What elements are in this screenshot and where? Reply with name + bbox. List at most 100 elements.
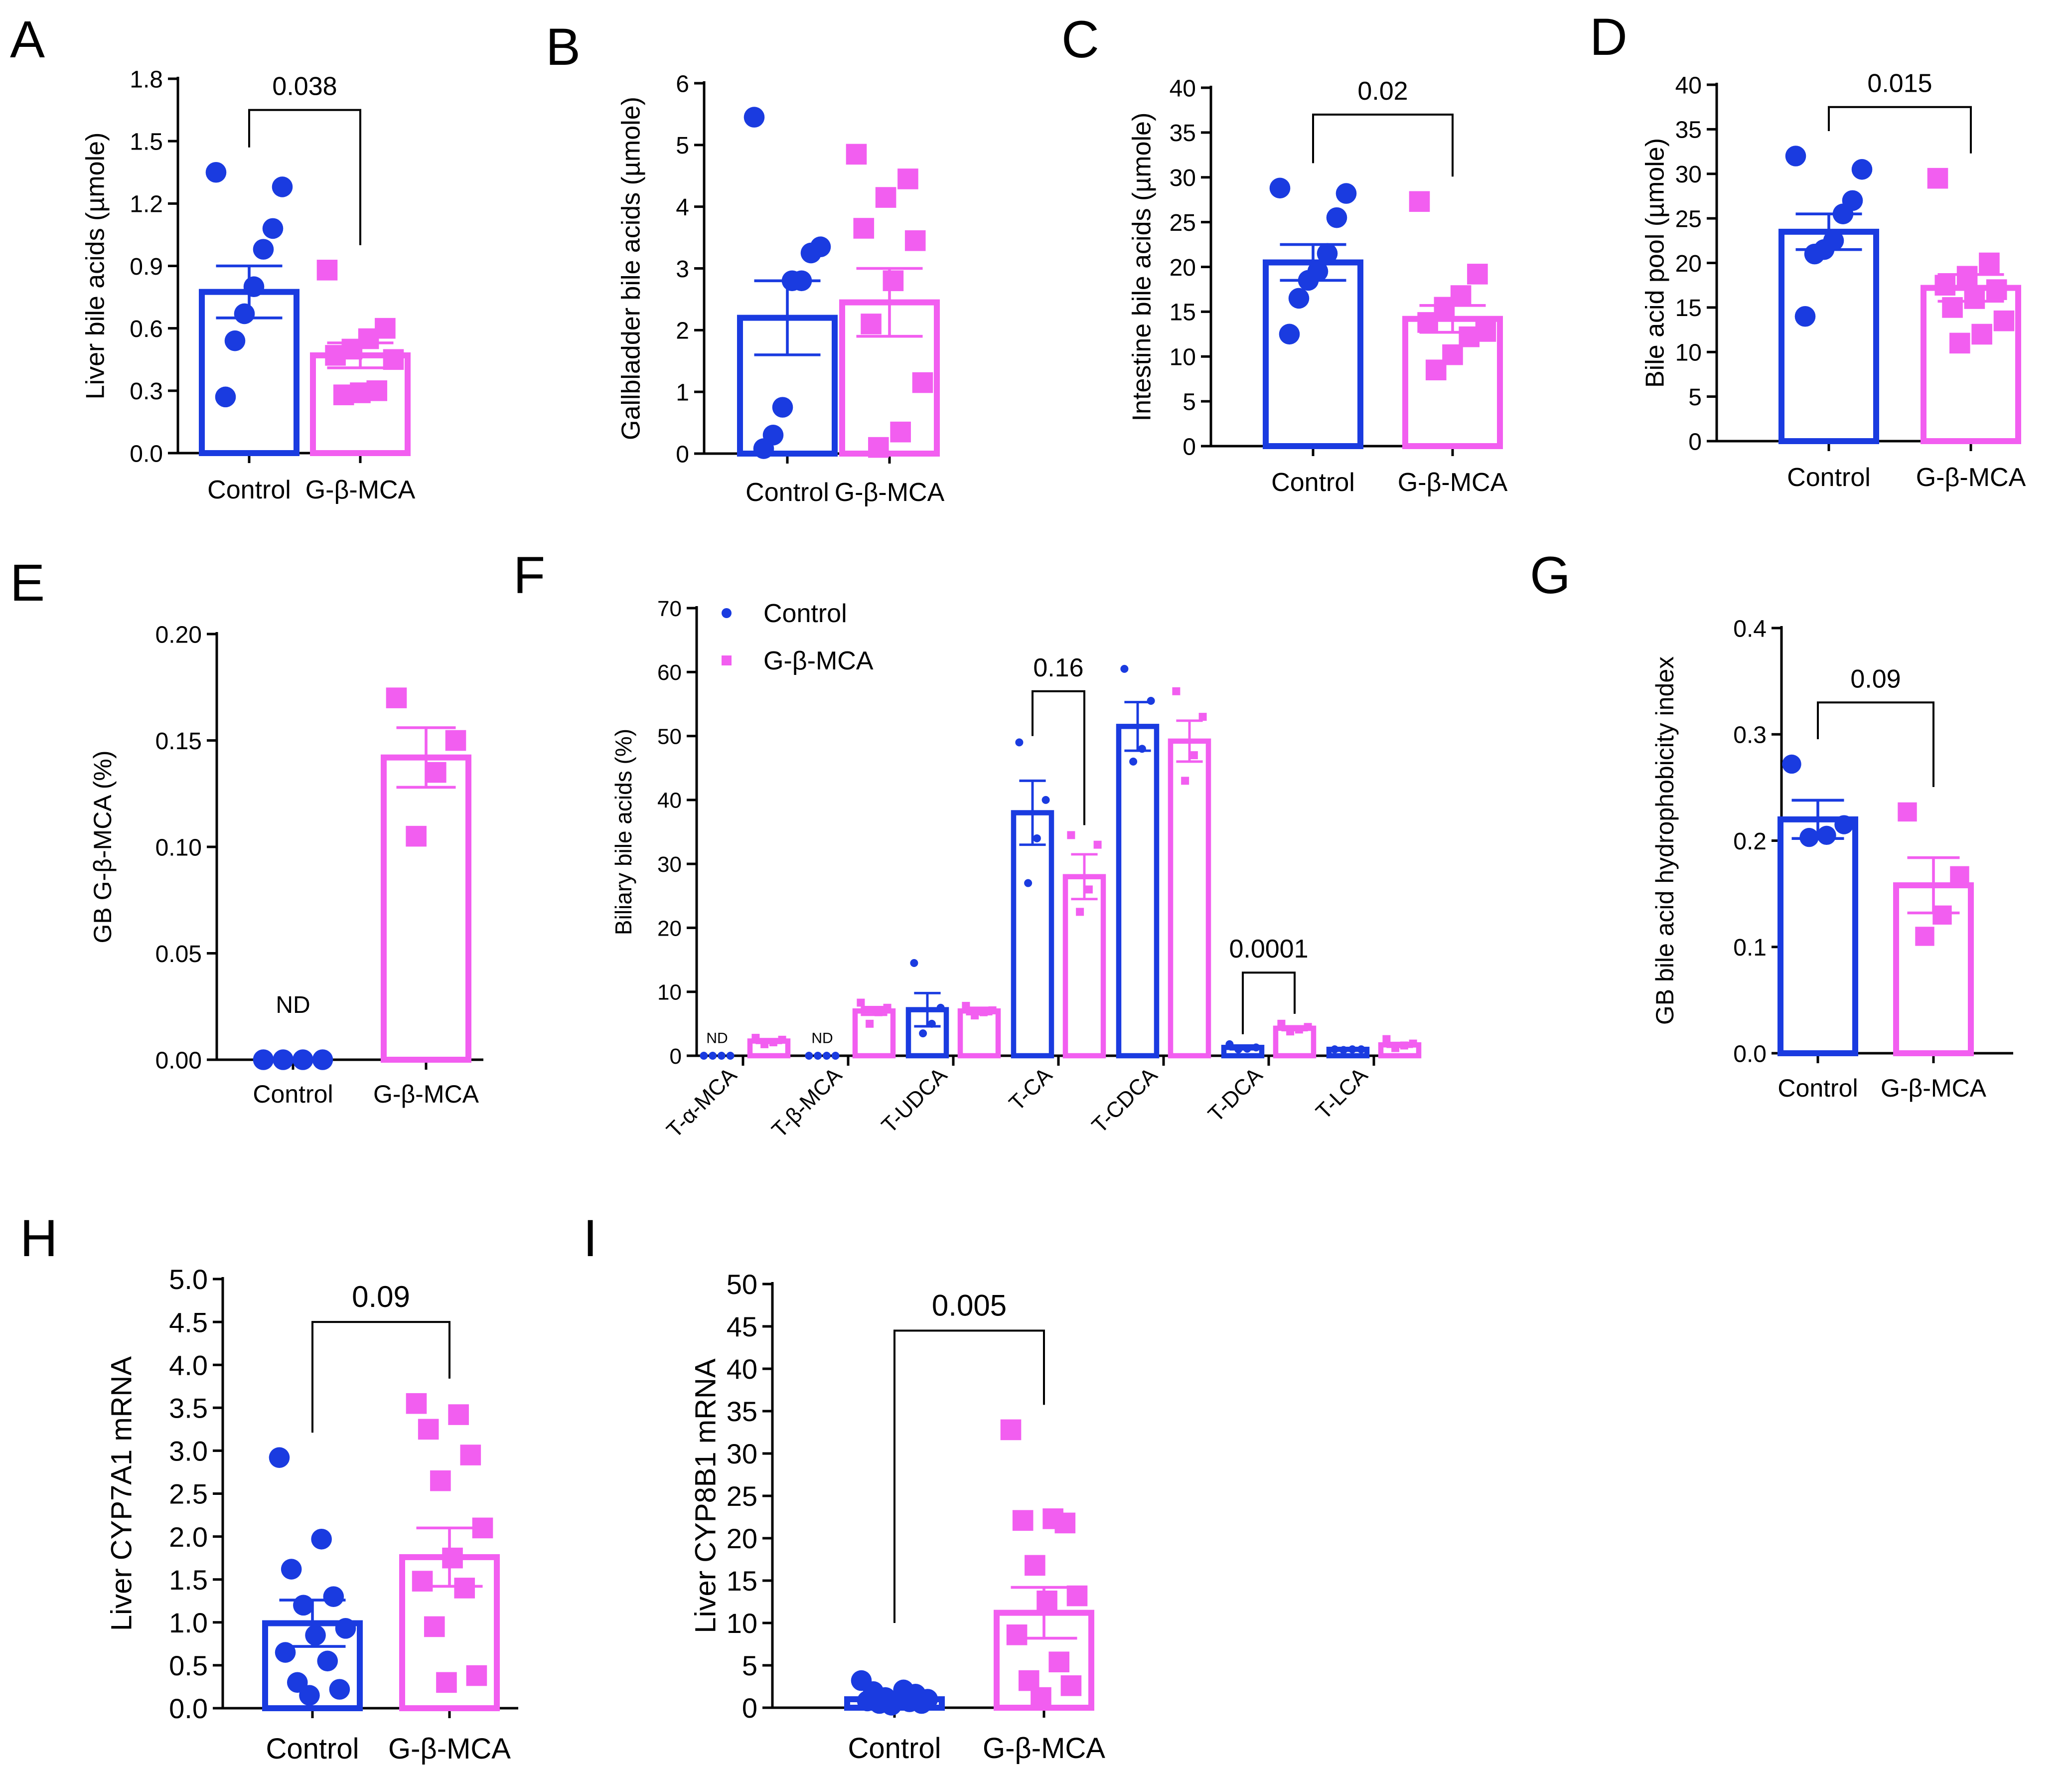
data-group: [1777, 754, 1858, 1056]
data-point: [861, 314, 882, 334]
bracket-line: [311, 1321, 450, 1433]
data-point: [1417, 312, 1438, 333]
data-point: [814, 1052, 822, 1060]
data-point: [1964, 288, 1985, 309]
data-point: [911, 1693, 932, 1714]
data-point: [325, 345, 346, 366]
legend: Control G-β-MCA: [722, 599, 874, 675]
data-point: [1025, 1555, 1045, 1576]
significance-bracket: 0.02: [1312, 77, 1454, 177]
y-tick-label: 3.0: [169, 1436, 208, 1467]
y-tick-label: 35: [1170, 120, 1196, 147]
data-point: [1804, 243, 1825, 265]
data-point: [1024, 879, 1033, 887]
y-axis-label: Liver CYP7A1 mRNA: [105, 1356, 138, 1631]
y-tick-label: 0.20: [155, 622, 202, 648]
y-tick-label: 1.2: [130, 191, 163, 218]
data-group: [399, 1393, 500, 1711]
data-point: [1015, 738, 1024, 747]
data-point: [1391, 1044, 1400, 1052]
data-point: [1382, 1035, 1391, 1043]
y-tick-label: 20: [727, 1523, 757, 1554]
data-point: [868, 437, 889, 458]
data-point: [700, 1052, 708, 1060]
panel-a: A 0.0 0.3 0.6 0.9 1.2 1.5 1.8 Liver bile acids (…: [10, 10, 416, 504]
legend-marker: [722, 608, 732, 618]
data-point: [293, 1049, 313, 1070]
data-point: [962, 1001, 970, 1010]
data-point: [448, 1404, 469, 1425]
y-tick-label: 0.10: [155, 834, 202, 861]
panel-f: F 0 10 20 30 40 50 60 70 Biliary bile acids (%) T-…: [513, 546, 1422, 1142]
bar: [1168, 738, 1211, 1059]
y-tick-label: 15: [1675, 295, 1702, 322]
bracket-line: [893, 1329, 1045, 1623]
x-tick-label: G-β-MCA: [983, 1732, 1105, 1765]
data-group: [994, 1419, 1094, 1711]
data-group: [852, 998, 896, 1059]
data-point: [875, 187, 896, 208]
data-point: [1000, 1419, 1022, 1441]
x-tick-label: T-β-MCA: [767, 1063, 847, 1142]
data-point: [1979, 252, 2000, 274]
data-point: [1357, 1045, 1365, 1054]
data-point: [1189, 751, 1198, 760]
panel-letter: A: [10, 10, 45, 69]
data-point: [1817, 825, 1836, 845]
y-tick-label: 10: [727, 1608, 757, 1639]
data-point: [979, 1008, 988, 1016]
y-tick-label: 2: [676, 318, 689, 344]
data-point: [312, 1049, 333, 1070]
data-point: [831, 1052, 840, 1060]
x-tick-label: G-β-MCA: [1881, 1074, 1987, 1102]
data-point: [1012, 1510, 1034, 1531]
data-point: [215, 386, 236, 408]
data-point: [1956, 266, 1978, 287]
data-group: [1402, 191, 1503, 449]
data-group: [253, 1049, 333, 1070]
panel-letter: C: [1061, 10, 1099, 69]
x-tick-label: T-CA: [1005, 1063, 1057, 1116]
data-point: [243, 276, 265, 298]
bracket-line: [1242, 971, 1296, 1034]
bar: [957, 1008, 1001, 1059]
data-point: [1048, 1651, 1070, 1672]
y-tick-label: 2.0: [169, 1521, 208, 1553]
data-group: [1893, 802, 1974, 1056]
data-point: [1986, 279, 2007, 300]
data-point: [1425, 359, 1447, 381]
data-point: [1459, 326, 1480, 347]
data-point: [1066, 1585, 1088, 1607]
data-group: [1062, 831, 1106, 1059]
x-tick-label: T-CDCA: [1087, 1063, 1163, 1138]
x-tick-label: T-UDCA: [877, 1063, 952, 1138]
data-point: [769, 1038, 777, 1047]
p-value-label: 0.02: [1357, 77, 1408, 106]
data-point: [323, 1586, 344, 1607]
y-tick-label: 1: [676, 379, 689, 406]
data-point: [224, 330, 246, 351]
data-point: [1036, 1591, 1057, 1612]
y-tick-label: 30: [1170, 165, 1196, 191]
data-group: [844, 1670, 945, 1716]
y-tick-label: 0.6: [130, 316, 163, 342]
data-group: [805, 1052, 840, 1060]
data-point: [1006, 1624, 1028, 1645]
x-tick-label: G-β-MCA: [388, 1733, 511, 1765]
panel-d: D 0 5 10 15 20 25 30 35 40 Bile acid pool (µmole) C…: [1590, 8, 2026, 492]
data-group: [1263, 177, 1363, 449]
data-point: [472, 1517, 493, 1539]
y-tick-label: 0: [1688, 429, 1702, 455]
data-point: [1794, 306, 1816, 327]
data-point: [1915, 927, 1934, 946]
data-point: [1031, 1687, 1051, 1708]
data-point: [1054, 1512, 1076, 1534]
data-point: [1317, 243, 1338, 264]
y-tick-label: 25: [1675, 206, 1702, 232]
y-tick-label: 70: [657, 597, 682, 621]
y-tick-label: 0.00: [155, 1047, 202, 1074]
significance-bracket: 0.038: [248, 72, 361, 245]
p-value-label: 0.0001: [1229, 935, 1308, 964]
data-point: [1949, 332, 1970, 354]
data-point: [269, 1447, 290, 1468]
